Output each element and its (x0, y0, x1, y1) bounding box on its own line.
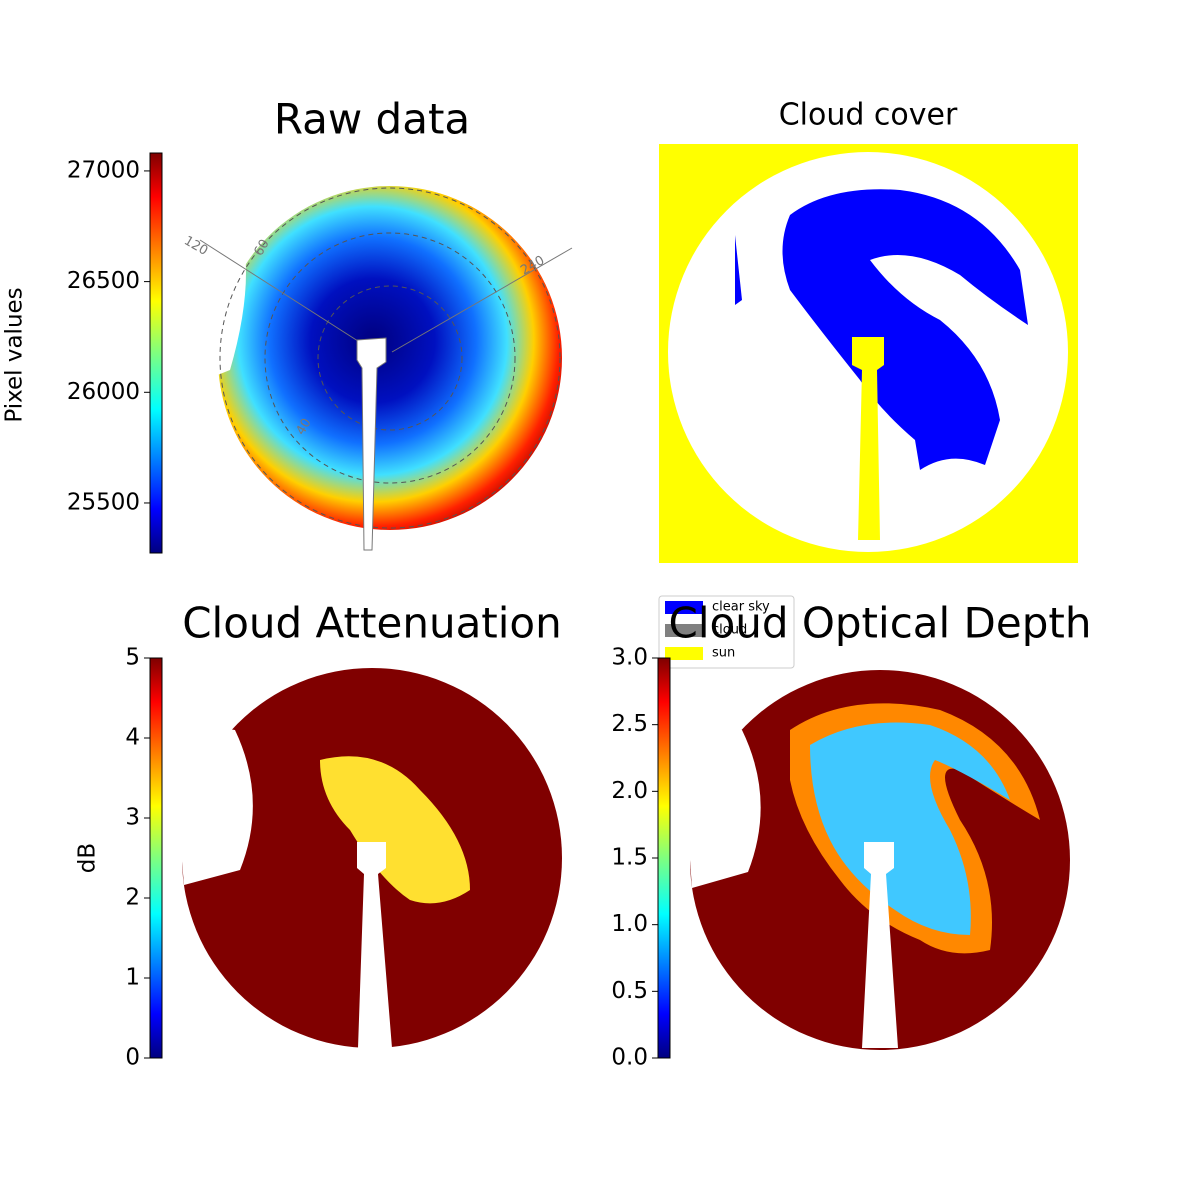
colorbar-tick-label: 3 (125, 805, 140, 831)
optical-depth-image (680, 670, 1070, 1050)
colorbar-label: dB (75, 843, 101, 873)
colorbar-tick-label: 1.0 (611, 911, 648, 937)
colorbar-tick-label: 2 (125, 885, 140, 911)
chart-title: Cloud Attenuation (182, 599, 562, 648)
colorbar-tick-label: 5 (125, 645, 140, 671)
attenuation-image (170, 668, 562, 1048)
colorbar-tick-label: 0 (125, 1045, 140, 1071)
colorbar-tick-label: 1 (125, 965, 140, 991)
colorbar-tick-label: 0.0 (611, 1045, 648, 1071)
colorbar-tick-label: 1.5 (611, 845, 648, 871)
colorbar-tick-label: 27000 (67, 157, 140, 183)
colorbar-label: Pixel values (2, 287, 28, 422)
chart-title: Cloud cover (779, 98, 958, 133)
legend-swatch (665, 624, 703, 637)
legend-label: sun (712, 646, 735, 661)
cloud-cover-image (659, 144, 1078, 563)
colorbar-tick-label: 3.0 (611, 645, 648, 671)
chart-title: Cloud Optical Depth (669, 599, 1092, 648)
polar-label: 40 (294, 416, 315, 438)
legend-swatch (665, 601, 703, 614)
colorbar-tick-label: 4 (125, 725, 140, 751)
colorbar (149, 152, 163, 554)
colorbar-tick-label: 26500 (67, 268, 140, 294)
legend-label: cloud (712, 623, 747, 638)
colorbar-tick-label: 0.5 (611, 978, 648, 1004)
chart-title: Raw data (274, 95, 470, 144)
colorbar-tick-label: 26000 (67, 379, 140, 405)
legend-label: clear sky (712, 600, 770, 615)
colorbar (657, 657, 671, 1059)
polar-label: 60 (252, 237, 273, 259)
colorbar (149, 657, 163, 1059)
colorbar-tick-label: 2.0 (611, 778, 648, 804)
colorbar-tick-label: 2.5 (611, 711, 648, 737)
raw-image: 120 60 240 40 (170, 186, 573, 551)
colorbar-tick-label: 25500 (67, 489, 140, 515)
legend-swatch (665, 647, 703, 660)
